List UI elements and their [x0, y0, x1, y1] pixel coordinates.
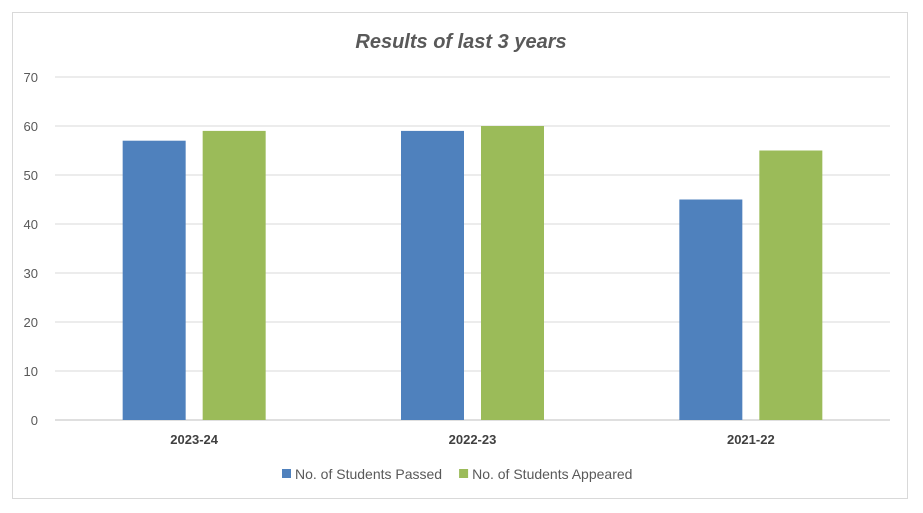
- bar-appeared-2021-22: [759, 150, 823, 420]
- x-tick-label: 2021-22: [727, 432, 775, 447]
- x-tick-label: 2023-24: [170, 432, 218, 447]
- chart-frame: [12, 12, 908, 499]
- y-tick-label: 30: [24, 266, 38, 281]
- y-tick-label: 60: [24, 119, 38, 134]
- bar-passed-2022-23: [401, 130, 464, 420]
- legend-label: No. of Students Appeared: [472, 466, 632, 482]
- y-tick-label: 40: [24, 217, 38, 232]
- bar-passed-2021-22: [679, 199, 743, 420]
- y-tick-label: 20: [24, 315, 38, 330]
- y-tick-label: 70: [24, 70, 38, 85]
- bar-appeared-2023-24: [202, 130, 266, 420]
- bar-passed-2023-24: [122, 140, 186, 420]
- y-tick-label: 10: [24, 364, 38, 379]
- bar-appeared-2022-23: [481, 126, 544, 420]
- chart-title: Results of last 3 years: [355, 31, 566, 53]
- y-tick-label: 50: [24, 168, 38, 183]
- y-tick-label: 0: [31, 413, 38, 428]
- x-tick-label: 2022-23: [449, 432, 497, 447]
- legend-swatch: [459, 469, 469, 478]
- legend-swatch: [282, 469, 291, 478]
- legend-label: No. of Students Passed: [295, 466, 442, 482]
